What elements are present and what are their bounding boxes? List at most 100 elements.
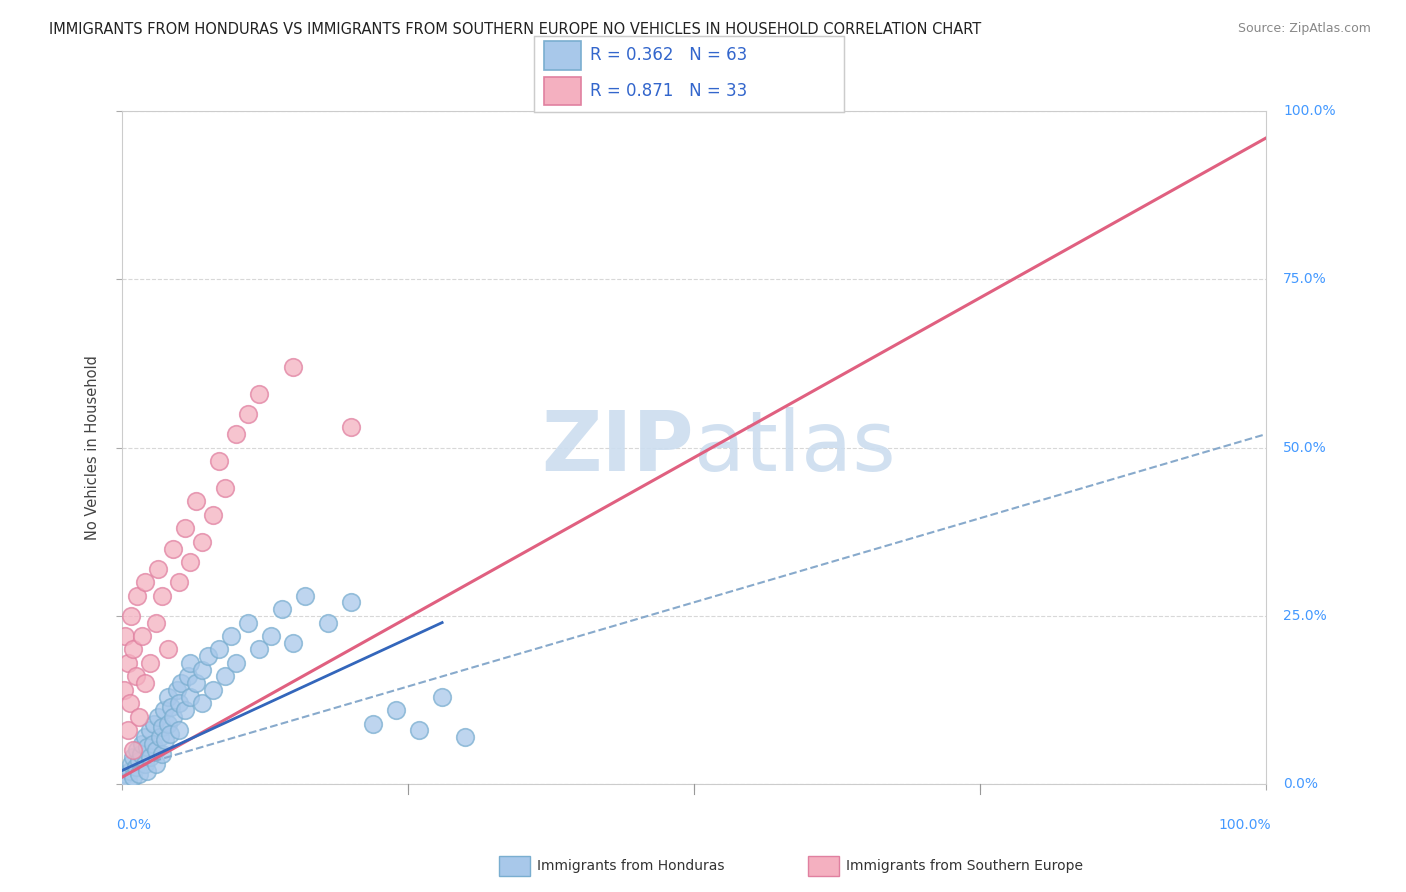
- Point: [125, 589, 148, 603]
- Point: [117, 656, 139, 670]
- Point: [142, 716, 165, 731]
- Point: [150, 589, 173, 603]
- Point: [430, 690, 453, 704]
- Point: [150, 720, 173, 734]
- Point: [208, 454, 231, 468]
- Point: [167, 723, 190, 738]
- Point: [271, 602, 294, 616]
- Text: 100.0%: 100.0%: [1219, 818, 1271, 831]
- Point: [156, 716, 179, 731]
- Text: R = 0.362   N = 63: R = 0.362 N = 63: [591, 46, 747, 64]
- Text: Source: ZipAtlas.com: Source: ZipAtlas.com: [1237, 22, 1371, 36]
- Point: [128, 710, 150, 724]
- Point: [179, 656, 201, 670]
- Point: [339, 595, 361, 609]
- FancyBboxPatch shape: [544, 41, 581, 70]
- Point: [170, 676, 193, 690]
- Point: [122, 750, 145, 764]
- Point: [162, 541, 184, 556]
- Text: Immigrants from Honduras: Immigrants from Honduras: [537, 859, 724, 873]
- Point: [160, 699, 183, 714]
- Point: [134, 756, 156, 771]
- Point: [131, 629, 153, 643]
- Text: atlas: atlas: [693, 407, 896, 488]
- Point: [139, 656, 162, 670]
- Point: [153, 703, 176, 717]
- Text: ZIP: ZIP: [541, 407, 693, 488]
- Point: [145, 756, 167, 771]
- Text: Immigrants from Southern Europe: Immigrants from Southern Europe: [846, 859, 1084, 873]
- Point: [167, 696, 190, 710]
- Text: 50.0%: 50.0%: [1282, 441, 1327, 455]
- Text: R = 0.871   N = 33: R = 0.871 N = 33: [591, 82, 747, 100]
- Point: [125, 743, 148, 757]
- Point: [197, 649, 219, 664]
- Point: [120, 608, 142, 623]
- Point: [134, 575, 156, 590]
- Point: [236, 615, 259, 630]
- Point: [316, 615, 339, 630]
- Point: [177, 669, 200, 683]
- Point: [191, 696, 214, 710]
- Point: [179, 555, 201, 569]
- Point: [122, 770, 145, 784]
- Point: [124, 669, 146, 683]
- Point: [225, 427, 247, 442]
- Point: [186, 494, 208, 508]
- Point: [148, 710, 170, 724]
- Point: [118, 764, 141, 778]
- Point: [145, 743, 167, 757]
- Text: 75.0%: 75.0%: [1282, 272, 1327, 286]
- Point: [191, 663, 214, 677]
- Point: [155, 733, 177, 747]
- Point: [225, 656, 247, 670]
- Point: [454, 730, 477, 744]
- Point: [283, 636, 305, 650]
- Point: [202, 508, 225, 522]
- Text: IMMIGRANTS FROM HONDURAS VS IMMIGRANTS FROM SOUTHERN EUROPE NO VEHICLES IN HOUSE: IMMIGRANTS FROM HONDURAS VS IMMIGRANTS F…: [49, 22, 981, 37]
- Point: [114, 629, 136, 643]
- Point: [159, 726, 181, 740]
- Point: [214, 481, 236, 495]
- Point: [128, 767, 150, 781]
- Point: [129, 747, 152, 761]
- Point: [156, 642, 179, 657]
- Point: [134, 676, 156, 690]
- Point: [339, 420, 361, 434]
- Point: [167, 575, 190, 590]
- Point: [236, 407, 259, 421]
- Point: [166, 682, 188, 697]
- Point: [283, 359, 305, 374]
- FancyBboxPatch shape: [544, 77, 581, 105]
- Point: [150, 747, 173, 761]
- Point: [208, 642, 231, 657]
- Point: [117, 723, 139, 738]
- Point: [148, 730, 170, 744]
- Point: [156, 690, 179, 704]
- Point: [162, 710, 184, 724]
- Point: [148, 562, 170, 576]
- Point: [173, 703, 195, 717]
- Point: [173, 521, 195, 535]
- Point: [131, 737, 153, 751]
- Point: [247, 642, 270, 657]
- Point: [186, 676, 208, 690]
- Point: [179, 690, 201, 704]
- Point: [145, 615, 167, 630]
- Text: 0.0%: 0.0%: [1282, 777, 1317, 791]
- Point: [385, 703, 408, 717]
- Point: [128, 754, 150, 768]
- Text: 100.0%: 100.0%: [1282, 104, 1336, 119]
- Point: [214, 669, 236, 683]
- Point: [120, 756, 142, 771]
- Point: [114, 767, 136, 781]
- Text: 25.0%: 25.0%: [1282, 609, 1327, 623]
- Point: [136, 740, 159, 755]
- Point: [142, 737, 165, 751]
- Point: [294, 589, 316, 603]
- Point: [134, 730, 156, 744]
- Point: [124, 760, 146, 774]
- Point: [191, 534, 214, 549]
- Point: [408, 723, 430, 738]
- Point: [118, 696, 141, 710]
